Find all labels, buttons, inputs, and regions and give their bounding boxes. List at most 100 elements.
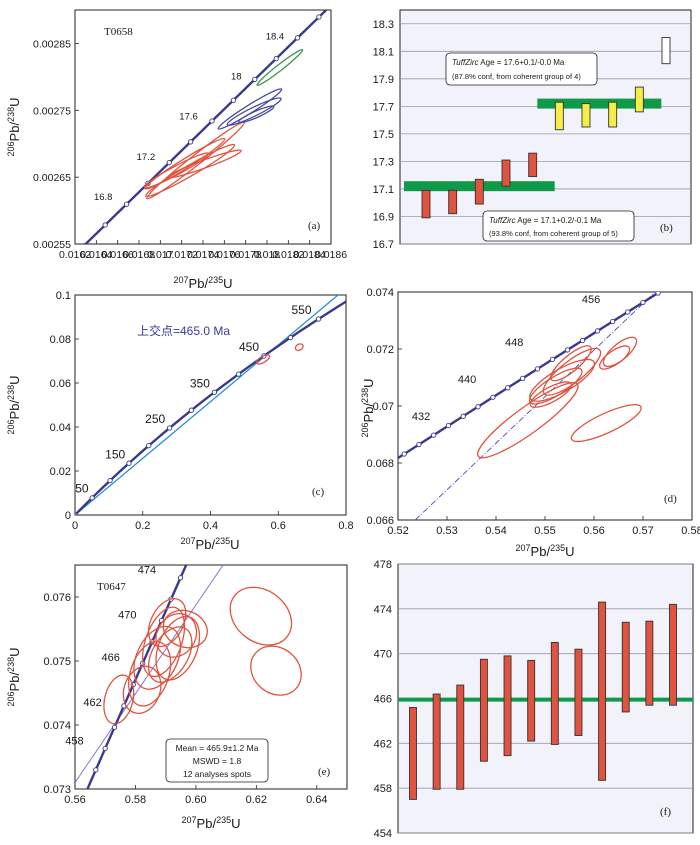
x-tick-label: 0.58 [681,525,700,537]
error-ellipse [217,88,283,130]
x-tick-label: 0.58 [125,794,146,806]
concordia-age-marker [655,292,661,296]
age-error-bar [528,152,538,178]
error-ellipse [238,105,275,124]
x-tick-label: 0.0182 [272,249,304,261]
concordia-age-marker [460,413,466,419]
concordia-age-marker [209,118,215,124]
age-error-bar [645,620,654,706]
age-error-bar [503,655,512,757]
concordia-age-marker [102,222,108,228]
error-ellipse [294,343,304,352]
concordia-age-marker [431,432,437,438]
sample-label-a: T0658 [104,26,133,38]
x-tick-label: 0.0166 [102,249,134,261]
y-tick-label: 462 [374,738,392,750]
concordia-age-marker [166,425,173,431]
concordia-age-label: 470 [118,609,136,621]
x-tick-label: 0.0176 [208,249,240,261]
annotation-box-upper: TuffZirc Age = 17.6+0.1/-0.0 Ma (87.8% c… [445,52,598,86]
x-tick-label: 0.0186 [315,249,347,261]
x-tick-label: 0 [72,520,78,532]
annotation-upper-line1: Age = 17.6+0.1/-0.0 Ma [480,58,565,67]
concordia-age-marker [111,724,118,730]
panel-label-c: (c) [312,486,325,498]
error-ellipse [162,609,208,649]
age-error-bar [634,86,644,113]
concordia-age-marker [230,97,237,103]
y-tick-label: 0.074 [43,720,71,732]
error-ellipse [143,152,210,189]
age-error-bar [581,103,591,128]
concordia-age-marker [166,159,172,166]
y-tick-label: 0.073 [43,784,71,796]
panel-b: 16.7 16.9 17.1 17.3 17.5 17.7 17.9 18.1 18.3 Tuf… [373,9,692,251]
x-tick-label: 0.018 [254,249,280,261]
y-axis-label-a: 206Pb/238U [6,98,22,157]
age-error-bar [574,648,583,736]
y-tick-label: 18.3 [373,19,394,31]
stats-box: Mean = 465.9±1.2 Ma MSWD = 1.8 12 analys… [165,738,269,783]
concordia-age-marker [519,375,526,381]
y-tick-label: 17.5 [373,129,394,141]
concordia-age-label: 474 [138,565,156,577]
panel-label-f: (f) [660,806,671,818]
x-tick-label: 0.62 [246,794,267,806]
y-tick-label: 0.02 [50,466,71,478]
y-axis-label-d: 206Pb/238U [360,379,376,438]
y-tick-label: 0.075 [43,656,71,668]
concordia-age-label: 432 [412,411,430,423]
concordia-age-label: 458 [65,735,83,747]
error-ellipse [144,137,226,190]
concordia-age-marker [177,575,184,581]
concordia-age-marker [490,394,496,400]
concordia-age-marker [211,389,218,395]
concordia-age-marker [235,371,242,377]
x-tick-label: 0.0178 [230,249,262,261]
concordia-age-marker [594,328,601,334]
x-tick-label: 0.8 [338,520,353,532]
concordia-age-label: 550 [291,303,311,317]
error-ellipse [550,345,592,382]
y-tick-label: 466 [374,694,392,706]
error-ellipse [103,674,135,725]
x-axis-label-c: 207Pb/235U [181,536,240,552]
y-axis-label-c: 206Pb/238U [6,376,22,435]
x-tick-label: 0.54 [485,525,506,537]
concordia-curve [398,292,662,460]
y-tick-label: 16.9 [373,211,394,223]
error-ellipse [147,598,187,648]
concordia-age-marker [188,407,195,413]
panel-c: 0 0.2 0.4 0.6 0.8 0 0.02 0.04 0.06 0.08 0.1 上交点=46… [6,290,354,552]
concordia-age-marker [75,810,79,814]
y-tick-label: 0.00285 [33,38,71,50]
concordia-age-marker [89,495,95,501]
y-tick-label: 478 [374,559,392,571]
y-tick-label: 0.1 [56,290,71,302]
annotation-lower-line1: Age = 17.1+0.2/-0.1 Ma [517,216,602,225]
concordia-age-marker [126,460,132,466]
concordia-age-marker [316,14,322,20]
x-tick-label: 0.57 [632,525,653,537]
error-ellipse [570,404,642,443]
x-tick-label: 0.0174 [187,249,219,261]
concordia-age-marker [107,477,113,484]
concordia-age-marker [84,788,89,789]
y-tick-label: 17.1 [373,184,394,196]
age-error-bar [598,601,607,781]
concordia-age-marker [640,299,646,306]
annotation-upper-line2: (87.8% conf, from coherent group of 4) [452,72,581,81]
concordia-age-marker [287,334,294,341]
discordia-reference-line [414,292,656,520]
error-ellipse [529,381,573,408]
y-tick-label: 0.06 [50,378,71,390]
stats-spots: 12 analyses spots [183,769,251,779]
concordia-age-label: 462 [83,697,101,709]
age-error-bar [421,189,431,219]
y-tick-label: 0.074 [366,287,394,299]
concordia-curve [86,565,188,789]
x-tick-label: 0.60 [185,794,206,806]
error-ellipse [155,613,198,658]
age-error-bar [432,693,441,790]
error-ellipse [229,586,293,646]
